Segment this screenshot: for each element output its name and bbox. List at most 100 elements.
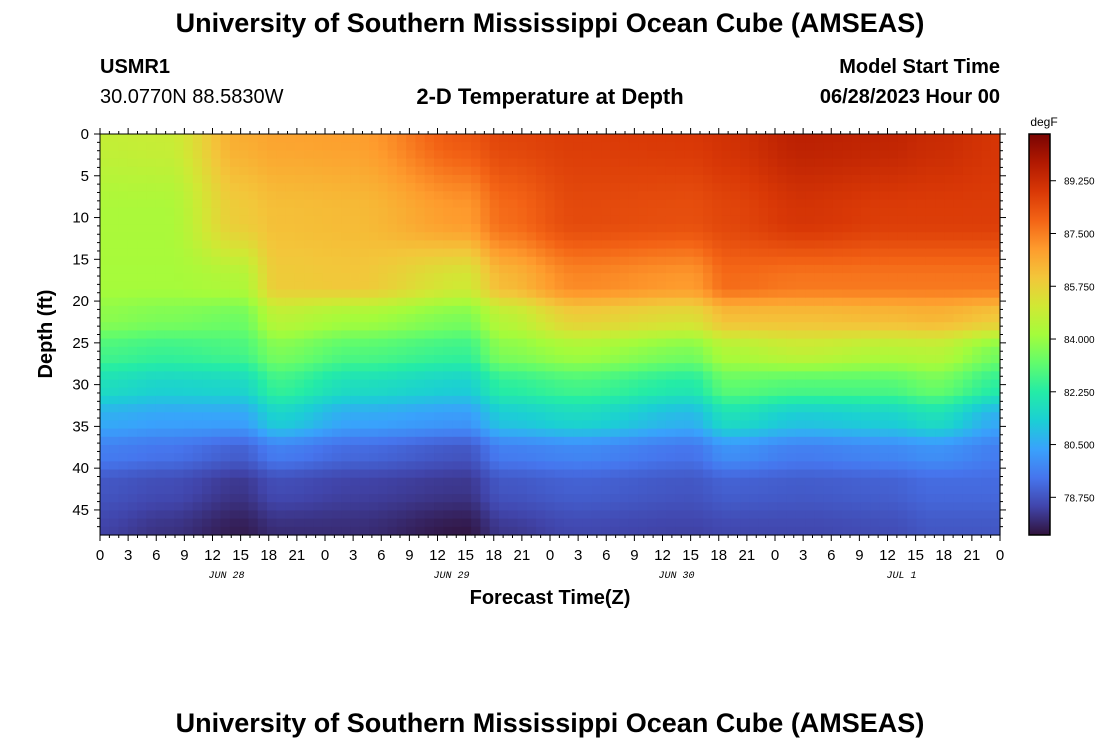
heatmap-cell [591, 485, 602, 495]
heatmap-cell [638, 256, 649, 266]
heatmap-cell [183, 248, 194, 258]
heatmap-cell [341, 338, 352, 348]
heatmap-cell [443, 142, 454, 151]
heatmap-cell [526, 240, 537, 250]
heatmap-cell [972, 494, 983, 503]
heatmap-cell [350, 256, 361, 266]
heatmap-cell [164, 395, 175, 405]
heatmap-cell [406, 240, 417, 250]
heatmap-cell [489, 436, 500, 446]
heatmap-cell [972, 338, 983, 348]
heatmap-cell [378, 305, 389, 315]
heatmap-cell [248, 485, 259, 495]
heatmap-cell [665, 183, 676, 192]
heatmap-cell [517, 420, 528, 430]
heatmap-cell [304, 338, 314, 348]
heatmap-cell [164, 477, 175, 487]
heatmap-cell [610, 485, 621, 495]
heatmap-cell [229, 338, 240, 348]
heatmap-cell [155, 363, 166, 372]
heatmap-cell [684, 510, 695, 520]
heatmap-cell [675, 134, 686, 143]
heatmap-cell [591, 248, 602, 258]
heatmap-cell [990, 338, 1001, 348]
heatmap-cell [183, 387, 194, 397]
heatmap-cell [192, 371, 203, 381]
heatmap-cell [944, 461, 955, 471]
heatmap-cell [675, 191, 686, 201]
heatmap-cell [164, 199, 175, 209]
heatmap-cell [684, 518, 695, 528]
heatmap-cell [415, 224, 426, 233]
heatmap-cell [684, 412, 695, 422]
heatmap-cell [322, 354, 333, 364]
heatmap-cell [897, 379, 908, 389]
heatmap-cell [721, 215, 732, 225]
heatmap-cell [870, 297, 880, 307]
heatmap-cell [693, 305, 704, 315]
heatmap-cell [257, 240, 268, 250]
heatmap-cell [665, 494, 676, 503]
heatmap-cell [257, 281, 268, 291]
heatmap-cell [331, 428, 342, 438]
heatmap-cell [925, 199, 936, 209]
heatmap-cell [814, 297, 825, 307]
heatmap-cell [239, 289, 250, 299]
heatmap-cell [109, 494, 120, 503]
heatmap-cell [526, 264, 537, 274]
heatmap-cell [628, 330, 639, 340]
heatmap-cell [211, 158, 222, 168]
heatmap-cell [712, 158, 723, 168]
heatmap-cell [972, 314, 983, 323]
heatmap-cell [220, 297, 231, 307]
heatmap-cell [350, 469, 361, 479]
heatmap-cell [573, 281, 584, 291]
heatmap-cell [155, 354, 166, 364]
heatmap-cell [832, 518, 843, 528]
heatmap-cell [536, 248, 546, 258]
heatmap-cell [582, 134, 593, 143]
heatmap-cell [805, 207, 816, 217]
heatmap-cell [498, 273, 509, 282]
heatmap-cell [248, 354, 259, 364]
heatmap-cell [730, 174, 741, 184]
heatmap-cell [378, 273, 389, 282]
heatmap-cell [777, 166, 788, 176]
heatmap-cell [935, 469, 945, 479]
heatmap-cell [944, 199, 955, 209]
heatmap-cell [944, 444, 955, 454]
heatmap-cell [452, 379, 463, 389]
heatmap-cell [498, 502, 509, 512]
heatmap-cell [146, 502, 157, 512]
heatmap-cell [601, 469, 611, 479]
heatmap-cell [424, 502, 435, 512]
heatmap-cell [239, 166, 250, 176]
heatmap-cell [972, 485, 983, 495]
heatmap-cell [814, 256, 825, 266]
heatmap-cell [888, 518, 899, 528]
heatmap-cell [229, 518, 240, 528]
heatmap-cell [536, 166, 546, 176]
heatmap-cell [443, 428, 454, 438]
heatmap-cell [229, 444, 240, 454]
heatmap-cell [164, 526, 175, 536]
heatmap-cell [628, 191, 639, 201]
heatmap-cell [777, 297, 788, 307]
heatmap-cell [601, 387, 611, 397]
heatmap-cell [962, 248, 973, 258]
heatmap-cell [239, 199, 250, 209]
heatmap-cell [498, 346, 509, 356]
heatmap-cell [480, 428, 491, 438]
heatmap-cell [155, 469, 166, 479]
heatmap-cell [563, 510, 574, 520]
heatmap-cell [953, 469, 964, 479]
heatmap-cell [638, 444, 649, 454]
heatmap-cell [137, 134, 147, 143]
heatmap-cell [990, 150, 1001, 160]
heatmap-cell [146, 199, 157, 209]
heatmap-cell [860, 412, 871, 422]
heatmap-cell [174, 232, 185, 241]
heatmap-cell [192, 477, 203, 487]
heatmap-cell [239, 305, 250, 315]
heatmap-cell [100, 281, 110, 291]
